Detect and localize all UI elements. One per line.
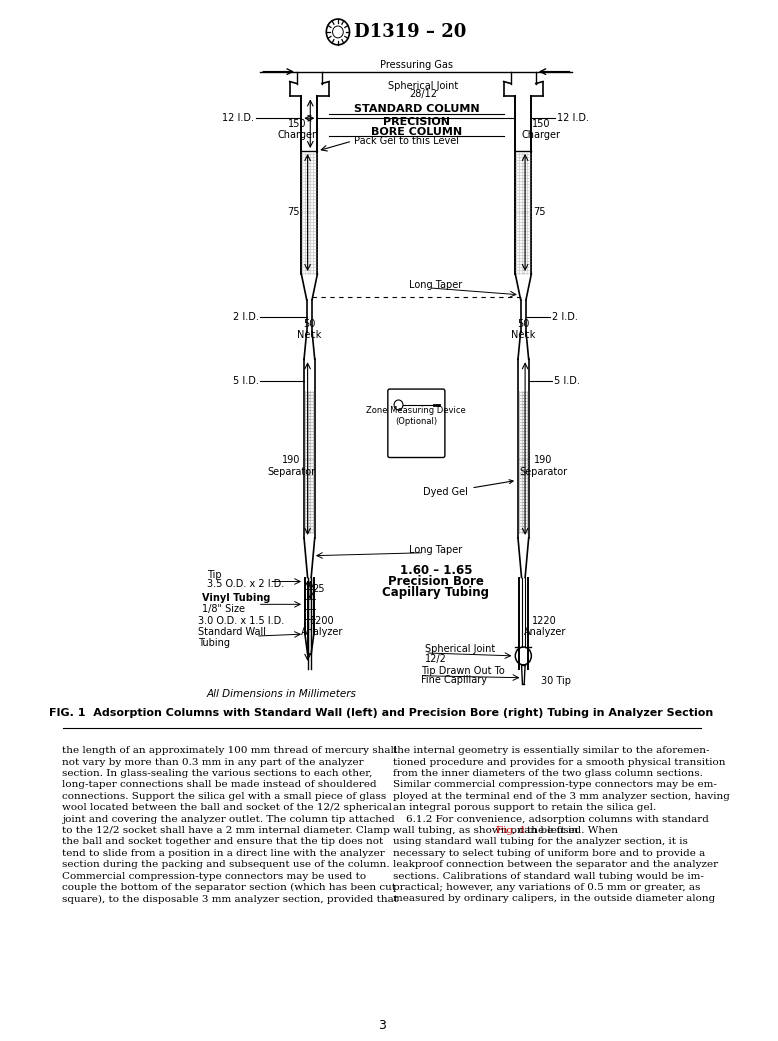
Text: 75: 75 [287, 207, 300, 218]
Text: tioned procedure and provides for a smooth physical transition: tioned procedure and provides for a smoo… [393, 758, 726, 766]
Text: measured by ordinary calipers, in the outside diameter along: measured by ordinary calipers, in the ou… [393, 894, 716, 904]
Text: 1200: 1200 [310, 616, 335, 627]
Text: 30 Tip: 30 Tip [541, 676, 571, 686]
Text: sections. Calibrations of standard wall tubing would be im-: sections. Calibrations of standard wall … [393, 871, 704, 881]
Text: 50: 50 [517, 319, 530, 329]
Text: 3: 3 [377, 1019, 386, 1033]
Text: Long Taper: Long Taper [409, 544, 463, 555]
Text: Fine Capillary: Fine Capillary [421, 675, 487, 685]
Text: joint and covering the analyzer outlet. The column tip attached: joint and covering the analyzer outlet. … [61, 815, 394, 823]
Text: 28/12: 28/12 [409, 90, 437, 100]
Text: Spherical Joint: Spherical Joint [388, 80, 458, 91]
Text: 50: 50 [303, 319, 316, 329]
Text: 75: 75 [533, 207, 545, 218]
Text: FIG. 1  Adsorption Columns with Standard Wall (left) and Precision Bore (right) : FIG. 1 Adsorption Columns with Standard … [50, 709, 713, 718]
Text: All Dimensions in Millimeters: All Dimensions in Millimeters [207, 688, 357, 699]
Text: 12/2: 12/2 [426, 654, 447, 664]
Text: STANDARD COLUMN: STANDARD COLUMN [353, 104, 479, 115]
Text: wool located between the ball and socket of the 12/2 spherical: wool located between the ball and socket… [61, 804, 391, 812]
Text: Analyzer: Analyzer [524, 627, 566, 637]
Text: not vary by more than 0.3 mm in any part of the analyzer: not vary by more than 0.3 mm in any part… [61, 758, 363, 766]
Text: leakproof connection between the separator and the analyzer: leakproof connection between the separat… [393, 860, 718, 869]
Text: practical; however, any variations of 0.5 mm or greater, as: practical; however, any variations of 0.… [393, 883, 700, 892]
Text: 150: 150 [288, 120, 307, 129]
Text: couple the bottom of the separator section (which has been cut: couple the bottom of the separator secti… [61, 883, 395, 892]
Text: 3.0 O.D. x 1.5 I.D.: 3.0 O.D. x 1.5 I.D. [198, 616, 284, 627]
Text: Commercial compression-type connectors may be used to: Commercial compression-type connectors m… [61, 871, 366, 881]
Text: Precision Bore: Precision Bore [388, 575, 484, 588]
Text: Capillary Tubing: Capillary Tubing [383, 586, 489, 599]
Text: Neck: Neck [511, 330, 535, 339]
Text: Pressuring Gas: Pressuring Gas [380, 59, 453, 70]
Text: ployed at the terminal end of the 3 mm analyzer section, having: ployed at the terminal end of the 3 mm a… [393, 792, 730, 801]
Text: 5 I.D.: 5 I.D. [554, 376, 580, 386]
Text: Vinyl Tubing: Vinyl Tubing [202, 593, 271, 604]
Text: (Optional): (Optional) [395, 417, 437, 427]
Text: Charger: Charger [522, 130, 561, 141]
Text: Pack Gel to this Level: Pack Gel to this Level [354, 136, 459, 146]
Text: 25: 25 [312, 584, 324, 594]
Text: the ball and socket together and ensure that the tip does not: the ball and socket together and ensure … [61, 837, 383, 846]
Text: tend to slide from a position in a direct line with the analyzer: tend to slide from a position in a direc… [61, 848, 384, 858]
Text: Dyed Gel: Dyed Gel [423, 480, 513, 498]
Text: square), to the disposable 3 mm analyzer section, provided that: square), to the disposable 3 mm analyzer… [61, 894, 398, 904]
Text: 3.5 O.D. x 2 I.D.: 3.5 O.D. x 2 I.D. [207, 580, 284, 589]
Text: 190: 190 [534, 456, 552, 465]
Text: the internal geometry is essentially similar to the aforemen-: the internal geometry is essentially sim… [393, 746, 710, 755]
Text: , can be used. When: , can be used. When [513, 827, 619, 835]
Text: Fig. 1: Fig. 1 [496, 827, 526, 835]
Text: Tip Drawn Out To: Tip Drawn Out To [421, 666, 505, 676]
Text: 190: 190 [282, 456, 301, 465]
Text: 150: 150 [532, 120, 550, 129]
Text: connections. Support the silica gel with a small piece of glass: connections. Support the silica gel with… [61, 792, 386, 801]
Text: Long Taper: Long Taper [409, 280, 463, 289]
Text: 12 I.D.: 12 I.D. [557, 113, 589, 123]
Text: Similar commercial compression-type connectors may be em-: Similar commercial compression-type conn… [393, 781, 717, 789]
Text: wall tubing, as shown on the left in: wall tubing, as shown on the left in [393, 827, 581, 835]
Text: 1/8" Size: 1/8" Size [202, 604, 245, 614]
Text: Neck: Neck [297, 330, 321, 339]
Text: Spherical Joint: Spherical Joint [426, 644, 496, 654]
Text: 12 I.D.: 12 I.D. [222, 113, 254, 123]
Text: Zone Measuring Device: Zone Measuring Device [366, 406, 466, 415]
Text: Analyzer: Analyzer [300, 627, 343, 637]
Text: 1.60 – 1.65: 1.60 – 1.65 [400, 564, 472, 577]
Text: Charger: Charger [278, 130, 317, 141]
Text: using standard wall tubing for the analyzer section, it is: using standard wall tubing for the analy… [393, 837, 688, 846]
Text: D1319 – 20: D1319 – 20 [354, 23, 466, 41]
Text: 6.1.2 For convenience, adsorption columns with standard: 6.1.2 For convenience, adsorption column… [393, 815, 709, 823]
Text: Separator: Separator [268, 467, 316, 478]
Text: to the 12/2 socket shall have a 2 mm internal diameter. Clamp: to the 12/2 socket shall have a 2 mm int… [61, 827, 390, 835]
Text: section during the packing and subsequent use of the column.: section during the packing and subsequen… [61, 860, 389, 869]
Text: long-taper connections shall be made instead of shouldered: long-taper connections shall be made ins… [61, 781, 377, 789]
Text: an integral porous support to retain the silica gel.: an integral porous support to retain the… [393, 804, 657, 812]
Text: PRECISION: PRECISION [383, 118, 450, 127]
Text: Tubing: Tubing [198, 638, 230, 648]
Text: Separator: Separator [519, 467, 567, 478]
FancyBboxPatch shape [387, 389, 445, 457]
Text: Standard Wall: Standard Wall [198, 627, 266, 637]
Text: the length of an approximately 100 mm thread of mercury shall: the length of an approximately 100 mm th… [61, 746, 397, 755]
Text: necessary to select tubing of uniform bore and to provide a: necessary to select tubing of uniform bo… [393, 848, 706, 858]
Text: section. In glass-sealing the various sections to each other,: section. In glass-sealing the various se… [61, 769, 372, 778]
Text: BORE COLUMN: BORE COLUMN [371, 127, 462, 137]
Text: 2 I.D.: 2 I.D. [233, 311, 258, 322]
Text: from the inner diameters of the two glass column sections.: from the inner diameters of the two glas… [393, 769, 703, 778]
Text: 5 I.D.: 5 I.D. [233, 376, 258, 386]
Text: Tip: Tip [207, 569, 222, 580]
Text: 1220: 1220 [532, 616, 557, 627]
Text: 2 I.D.: 2 I.D. [552, 311, 578, 322]
